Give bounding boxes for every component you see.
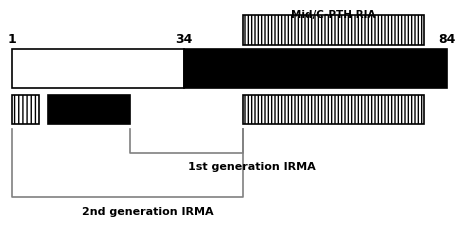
- Text: 2nd generation IRMA: 2nd generation IRMA: [82, 206, 213, 216]
- Bar: [184, 50, 446, 88]
- Text: 34: 34: [175, 33, 192, 46]
- Bar: [48, 95, 129, 125]
- Bar: [242, 16, 423, 46]
- Bar: [12, 95, 39, 125]
- Text: 1: 1: [7, 33, 16, 46]
- Bar: [12, 50, 184, 88]
- Text: Mid/C-PTH RIA: Mid/C-PTH RIA: [291, 9, 375, 19]
- Bar: [242, 95, 423, 125]
- Text: 84: 84: [437, 33, 454, 46]
- Text: 1st generation IRMA: 1st generation IRMA: [188, 162, 315, 172]
